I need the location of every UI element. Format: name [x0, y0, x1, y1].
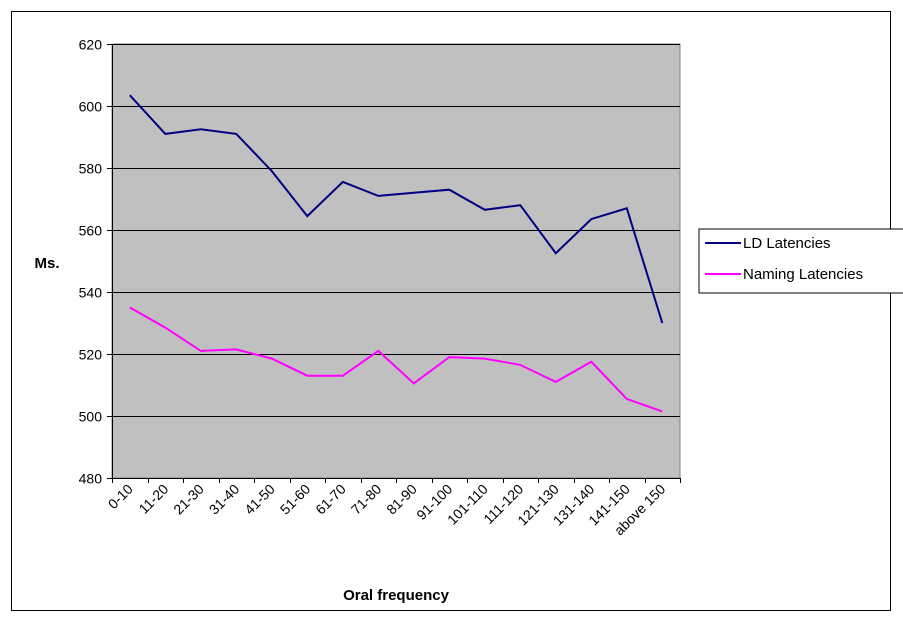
- y-tick-label: 580: [79, 161, 103, 177]
- y-tick-label: 500: [79, 409, 103, 425]
- y-tick-label: 520: [79, 347, 103, 363]
- y-tick-label: 540: [79, 285, 103, 301]
- plot-area: [111, 43, 681, 479]
- legend-label: LD Latencies: [743, 235, 831, 252]
- legend-label: Naming Latencies: [743, 266, 863, 283]
- x-tick-label: 0-10: [105, 481, 136, 512]
- series-layer: [129, 94, 664, 413]
- x-tick-label: 11-20: [135, 481, 171, 517]
- x-tick-label: 41-50: [241, 481, 278, 518]
- y-tick-label: 560: [79, 223, 103, 239]
- x-axis-title: Oral frequency: [343, 587, 450, 604]
- gridlines: [112, 44, 680, 417]
- y-tick-label: 480: [79, 471, 103, 487]
- legend: LD Latencies Naming Latencies: [698, 228, 903, 294]
- y-tick-label: 620: [79, 37, 103, 53]
- series-line: [129, 306, 663, 413]
- legend-box: [698, 228, 903, 294]
- y-axis-title: Ms.: [34, 255, 59, 272]
- x-tick-label: 21-30: [170, 481, 207, 518]
- x-tick-label: 61-70: [312, 481, 349, 518]
- x-tick-label: 71-80: [348, 481, 385, 518]
- series-line: [129, 94, 664, 324]
- x-tick-label: 31-40: [206, 481, 243, 518]
- y-tick-label: 600: [79, 99, 103, 115]
- x-tick-label: 51-60: [277, 481, 314, 518]
